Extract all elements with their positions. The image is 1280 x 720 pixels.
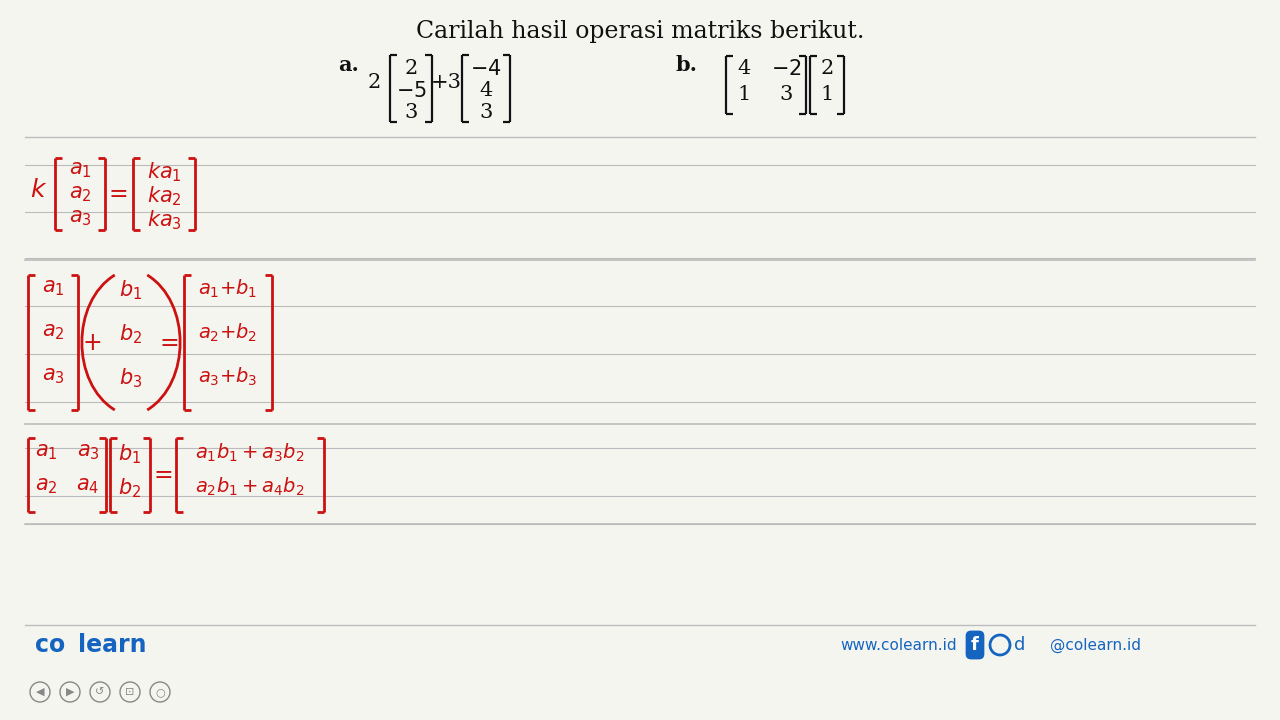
- Text: $a_1$: $a_1$: [42, 278, 64, 298]
- Text: $a_1{+}b_1$: $a_1{+}b_1$: [198, 278, 257, 300]
- Text: $a_2$: $a_2$: [42, 322, 64, 342]
- Text: $a_3{+}b_3$: $a_3{+}b_3$: [198, 366, 257, 388]
- Text: =: =: [159, 330, 179, 354]
- Text: +3: +3: [430, 73, 462, 91]
- Text: 1: 1: [737, 85, 750, 104]
- Text: ○: ○: [155, 687, 165, 697]
- Text: ↺: ↺: [95, 687, 105, 697]
- Text: $a_3$: $a_3$: [69, 208, 91, 228]
- Text: 4: 4: [737, 59, 750, 78]
- Text: $b_2$: $b_2$: [119, 476, 142, 500]
- Text: learn: learn: [78, 633, 146, 657]
- Text: 1: 1: [820, 85, 833, 104]
- Text: $-5$: $-5$: [396, 81, 426, 101]
- Text: $ka_2$: $ka_2$: [147, 184, 182, 207]
- Text: ◀: ◀: [36, 687, 45, 697]
- Text: $b_1$: $b_1$: [119, 278, 142, 302]
- Text: $-2$: $-2$: [771, 59, 801, 79]
- Text: $b_1$: $b_1$: [119, 442, 142, 466]
- Text: b.: b.: [676, 55, 698, 75]
- Text: $a_2$: $a_2$: [35, 476, 58, 496]
- Text: 3: 3: [479, 103, 493, 122]
- Text: $b_2$: $b_2$: [119, 322, 142, 346]
- Text: $a_2{+}b_2$: $a_2{+}b_2$: [198, 322, 257, 344]
- Text: $b_3$: $b_3$: [119, 366, 142, 390]
- Text: =: =: [154, 463, 173, 487]
- Text: ⊡: ⊡: [125, 687, 134, 697]
- Text: 4: 4: [480, 81, 493, 100]
- Text: $ka_3$: $ka_3$: [146, 208, 182, 232]
- Text: @colearn.id: @colearn.id: [1050, 637, 1140, 652]
- Text: co: co: [35, 633, 65, 657]
- Text: $a_4$: $a_4$: [77, 476, 100, 496]
- Text: d: d: [1014, 636, 1025, 654]
- Text: $a_3$: $a_3$: [41, 366, 64, 386]
- Text: $a_1$: $a_1$: [69, 160, 91, 180]
- Text: $a_2$: $a_2$: [69, 184, 91, 204]
- Text: 2: 2: [367, 73, 380, 91]
- Text: $k$: $k$: [29, 178, 47, 202]
- Text: 2: 2: [820, 59, 833, 78]
- Text: =: =: [108, 182, 128, 206]
- Text: +: +: [82, 330, 102, 354]
- Text: $a_1b_1 + a_3b_2$: $a_1b_1 + a_3b_2$: [196, 442, 305, 464]
- Text: ▶: ▶: [65, 687, 74, 697]
- Text: f: f: [972, 636, 979, 654]
- Text: $-4$: $-4$: [470, 59, 502, 79]
- Text: a.: a.: [338, 55, 358, 75]
- Text: 3: 3: [404, 103, 417, 122]
- Text: $a_1$: $a_1$: [35, 442, 58, 462]
- Text: www.colearn.id: www.colearn.id: [840, 637, 956, 652]
- Text: 3: 3: [780, 85, 792, 104]
- Text: 2: 2: [404, 59, 417, 78]
- Text: $a_2b_1 + a_4b_2$: $a_2b_1 + a_4b_2$: [196, 476, 305, 498]
- Text: Carilah hasil operasi matriks berikut.: Carilah hasil operasi matriks berikut.: [416, 20, 864, 43]
- Text: $a_3$: $a_3$: [77, 442, 100, 462]
- Text: $ka_1$: $ka_1$: [147, 160, 182, 184]
